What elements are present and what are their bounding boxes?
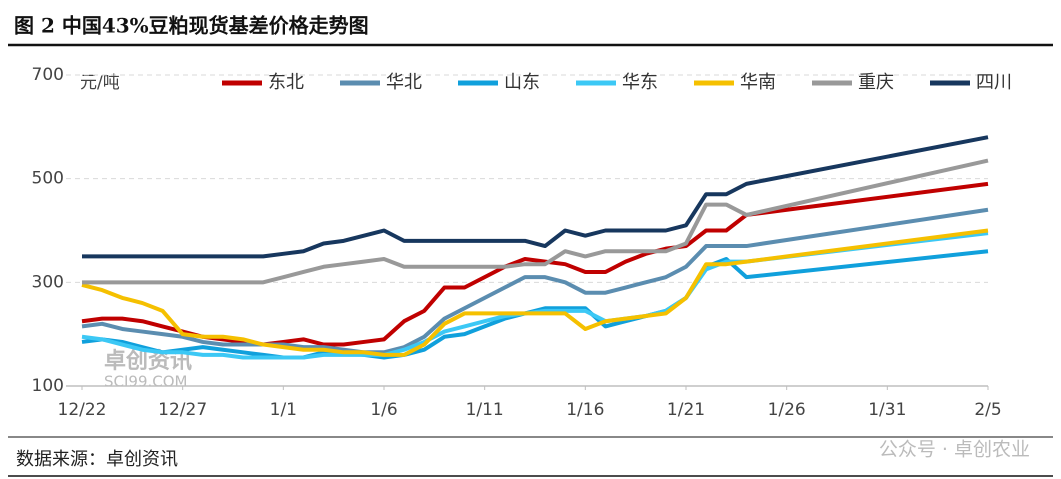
y-tick-label: 700 [32, 65, 64, 85]
series-line [81, 228, 989, 357]
x-tick-label: 1/26 [768, 400, 806, 420]
series-line [82, 158, 989, 285]
series-line [82, 135, 989, 259]
watermark: SCI99.COM [104, 373, 188, 391]
x-tick-label: 12/27 [158, 400, 207, 420]
y-tick-label: 300 [32, 272, 64, 292]
legend-label: 重庆 [858, 72, 894, 93]
legend-label: 四川 [976, 72, 1012, 93]
chart-title: 图 2 中国43%豆粕现货基差价格走势图 [14, 14, 369, 38]
series-line [81, 249, 989, 360]
x-tick-label: 1/31 [868, 400, 906, 420]
watermark: 公众号 · 卓创农业 [879, 439, 1030, 461]
legend-label: 华北 [386, 72, 422, 93]
legend-label: 东北 [268, 72, 304, 93]
x-tick-label: 1/16 [566, 400, 604, 420]
y-tick-label: 100 [32, 376, 64, 396]
x-tick-label: 12/22 [58, 400, 107, 420]
x-tick-label: 2/5 [974, 400, 1001, 420]
source: 数据来源：卓创资讯 [16, 449, 178, 470]
legend-label: 华南 [740, 72, 776, 93]
series-line [81, 207, 989, 355]
y-tick-label: 500 [32, 169, 64, 189]
legend-label: 华东 [622, 72, 658, 93]
x-tick-label: 1/1 [270, 400, 297, 420]
y-axis-label: 元/吨 [80, 73, 120, 93]
x-tick-label: 1/11 [466, 400, 504, 420]
x-tick-label: 1/21 [667, 400, 705, 420]
x-tick-label: 1/6 [370, 400, 397, 420]
legend-label: 山东 [504, 72, 540, 93]
